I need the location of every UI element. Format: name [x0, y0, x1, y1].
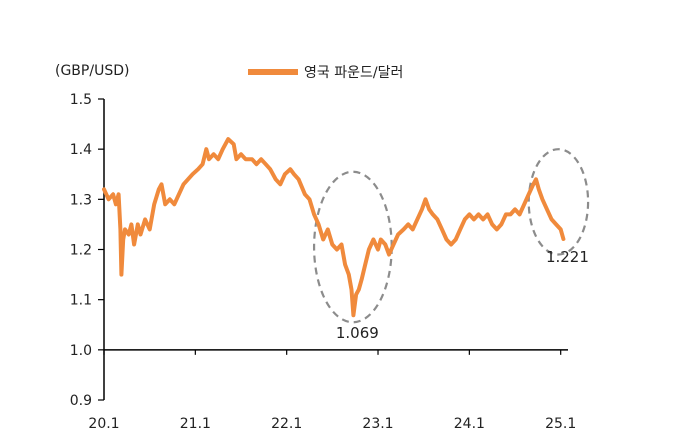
y-tick-label: 1.0 — [70, 343, 92, 359]
x-tick-label: 20.1 — [88, 416, 119, 432]
series-line — [102, 137, 566, 318]
data-label: 1.221 — [546, 248, 589, 266]
y-tick-label: 1.4 — [70, 142, 92, 158]
data-label: 1.069 — [336, 324, 379, 342]
x-tick-label: 25.1 — [545, 416, 576, 432]
axes: 1.5 1.4 1.3 1.2 1.1 1.0 0.9 20.1 21.1 22.1 23.1 24.… — [70, 92, 577, 432]
annotations: 1.069 1.221 — [336, 248, 589, 342]
y-tick-label: 1.3 — [70, 192, 92, 208]
x-tick-label: 23.1 — [362, 416, 393, 432]
x-tick-label: 24.1 — [454, 416, 485, 432]
highlight-circle — [527, 148, 590, 256]
y-tick-label: 1.2 — [70, 243, 92, 259]
series-group — [102, 137, 566, 318]
legend-label: 영국 파운드/달러 — [304, 65, 403, 81]
x-tick-label: 21.1 — [180, 416, 211, 432]
y-tick-label: 1.5 — [70, 92, 92, 108]
y-tick-label: 0.9 — [70, 393, 92, 409]
y-tick-label: 1.1 — [70, 293, 92, 309]
y-axis-unit-label: (GBP/USD) — [55, 63, 129, 79]
x-tick-label: 22.1 — [271, 416, 302, 432]
legend: 영국 파운드/달러 — [248, 65, 403, 81]
